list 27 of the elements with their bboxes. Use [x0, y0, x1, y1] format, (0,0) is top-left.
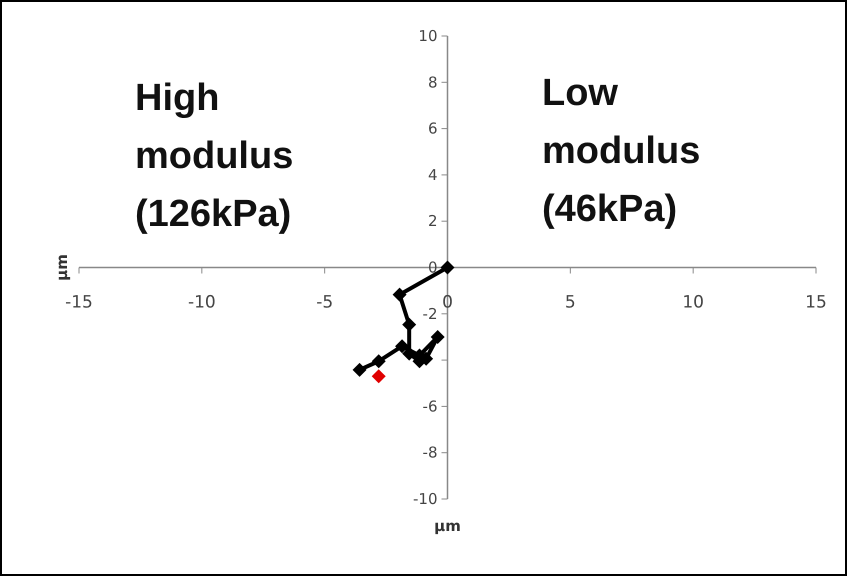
point	[402, 318, 416, 332]
y-tick-label: 8	[428, 73, 438, 92]
annotation: High modulus (126kPa)	[135, 77, 294, 235]
x-tick-label: -5	[316, 292, 334, 312]
point	[352, 362, 367, 377]
y-tick-label: -8	[422, 444, 438, 462]
point	[440, 260, 454, 274]
x-tick-label: 5	[564, 292, 576, 312]
point	[392, 288, 407, 302]
y-tick-label: -10	[413, 490, 438, 508]
y-tick-label: 6	[428, 120, 438, 138]
point	[372, 369, 386, 384]
x-tick-label: 15	[805, 292, 827, 312]
annotation: Low modulus (46kPa)	[542, 72, 700, 230]
x-tick-label: -15	[65, 292, 93, 312]
y-axis-title: µm	[53, 254, 71, 281]
y-tick-label: 10	[418, 27, 438, 45]
x-axis-title: µm	[434, 517, 461, 535]
x-tick-label: -10	[188, 292, 216, 312]
y-tick-label: 2	[428, 212, 438, 230]
point	[430, 330, 445, 344]
x-tick-label: 10	[682, 292, 704, 312]
point	[372, 354, 386, 368]
point	[395, 339, 410, 354]
y-tick-label: -2	[422, 304, 438, 323]
y-tick-label: 4	[428, 166, 438, 184]
y-tick-label: -6	[422, 397, 438, 416]
